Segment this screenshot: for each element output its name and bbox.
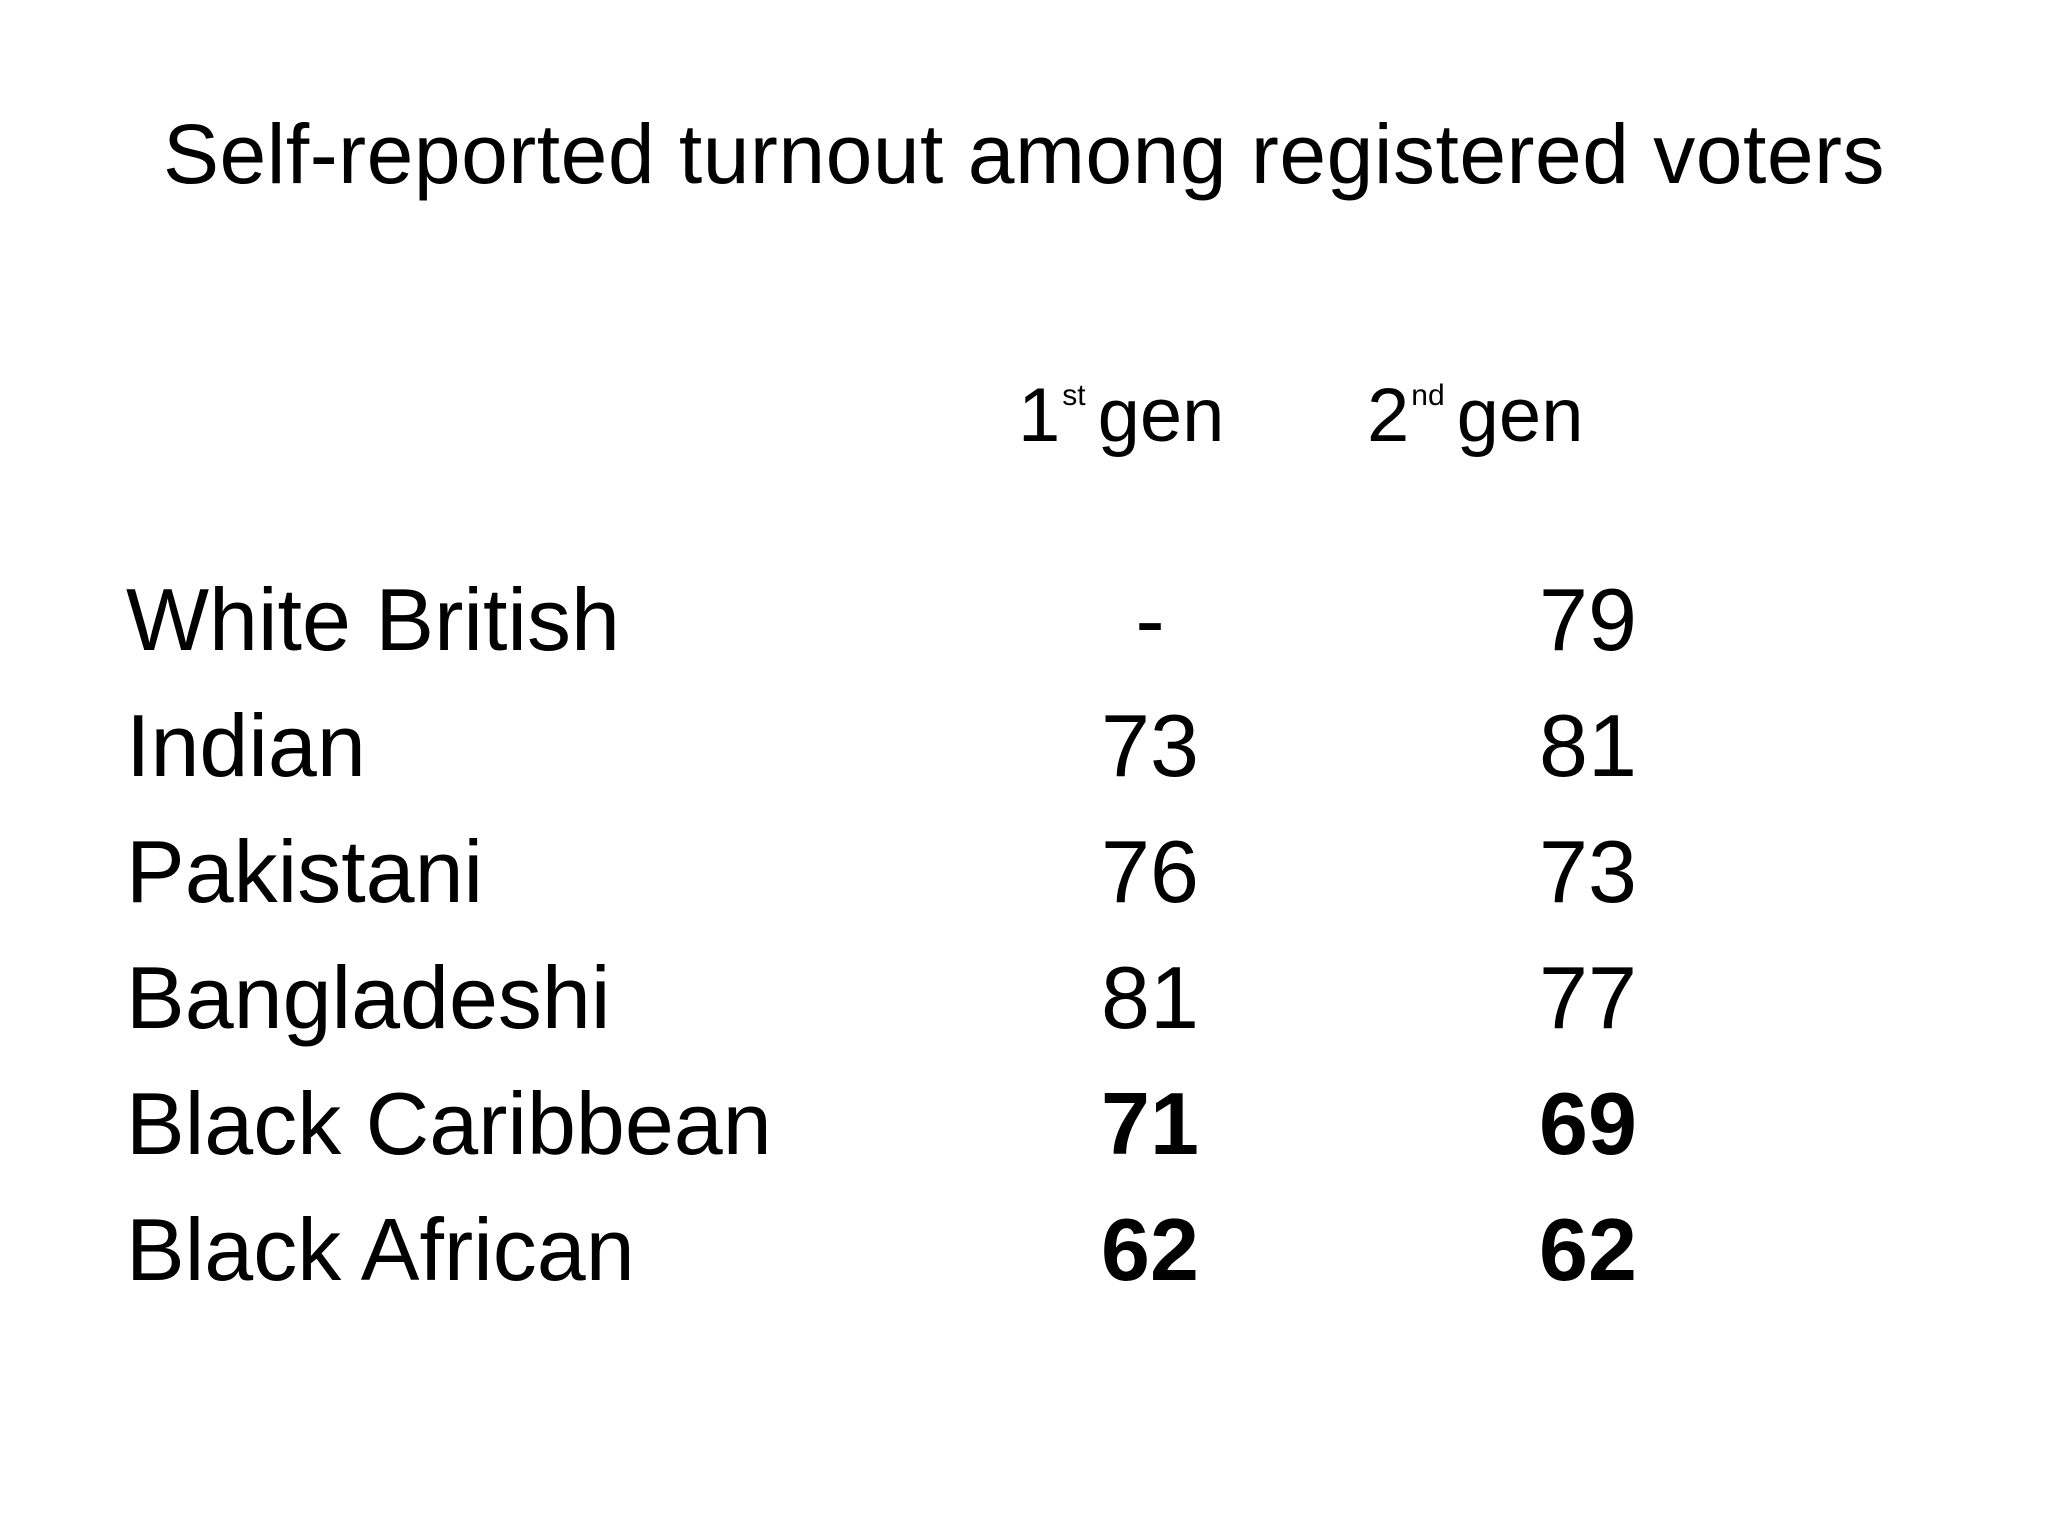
table-row: Black Caribbean 71 69 bbox=[0, 1061, 2048, 1187]
table-row: White British - 79 bbox=[0, 557, 2048, 683]
table-row: Pakistani 76 73 bbox=[0, 809, 2048, 935]
column-header-2nd-gen-superscript: nd bbox=[1411, 379, 1445, 412]
column-header-2nd-gen-suffix: gen bbox=[1456, 373, 1584, 458]
row-label: Bangladeshi bbox=[126, 948, 611, 1047]
gen2-value: 79 bbox=[1539, 570, 1637, 669]
row-label: Black African bbox=[126, 1200, 635, 1299]
gen1-value: 76 bbox=[1101, 822, 1199, 921]
column-header-1st-gen-superscript: st bbox=[1062, 379, 1086, 412]
gen1-value: 81 bbox=[1101, 948, 1199, 1047]
gen2-value: 77 bbox=[1539, 948, 1637, 1047]
gen2-value: 81 bbox=[1539, 696, 1637, 795]
gen1-value: - bbox=[1135, 570, 1165, 669]
table-row: Bangladeshi 81 77 bbox=[0, 935, 2048, 1061]
gen2-value: 73 bbox=[1539, 822, 1637, 921]
column-header-1st-gen: 1st gen bbox=[1018, 366, 1224, 482]
gen2-value: 62 bbox=[1539, 1200, 1637, 1299]
row-label: Indian bbox=[126, 696, 366, 795]
row-label: White British bbox=[126, 570, 620, 669]
gen2-value: 69 bbox=[1539, 1074, 1637, 1173]
gen1-value: 62 bbox=[1101, 1200, 1199, 1299]
gen1-value: 73 bbox=[1101, 696, 1199, 795]
gen1-value: 71 bbox=[1101, 1074, 1199, 1173]
table-row: Indian 73 81 bbox=[0, 683, 2048, 809]
column-header-1st-gen-suffix: gen bbox=[1097, 373, 1225, 458]
slide-title: Self-reported turnout among registered v… bbox=[162, 107, 1886, 201]
row-label: Black Caribbean bbox=[126, 1074, 772, 1173]
column-header-2nd-gen-base: 2 bbox=[1367, 373, 1410, 458]
column-header-1st-gen-base: 1 bbox=[1018, 373, 1061, 458]
table-row: Black African 62 62 bbox=[0, 1187, 2048, 1313]
column-header-2nd-gen: 2nd gen bbox=[1367, 366, 1583, 482]
row-label: Pakistani bbox=[126, 822, 484, 921]
